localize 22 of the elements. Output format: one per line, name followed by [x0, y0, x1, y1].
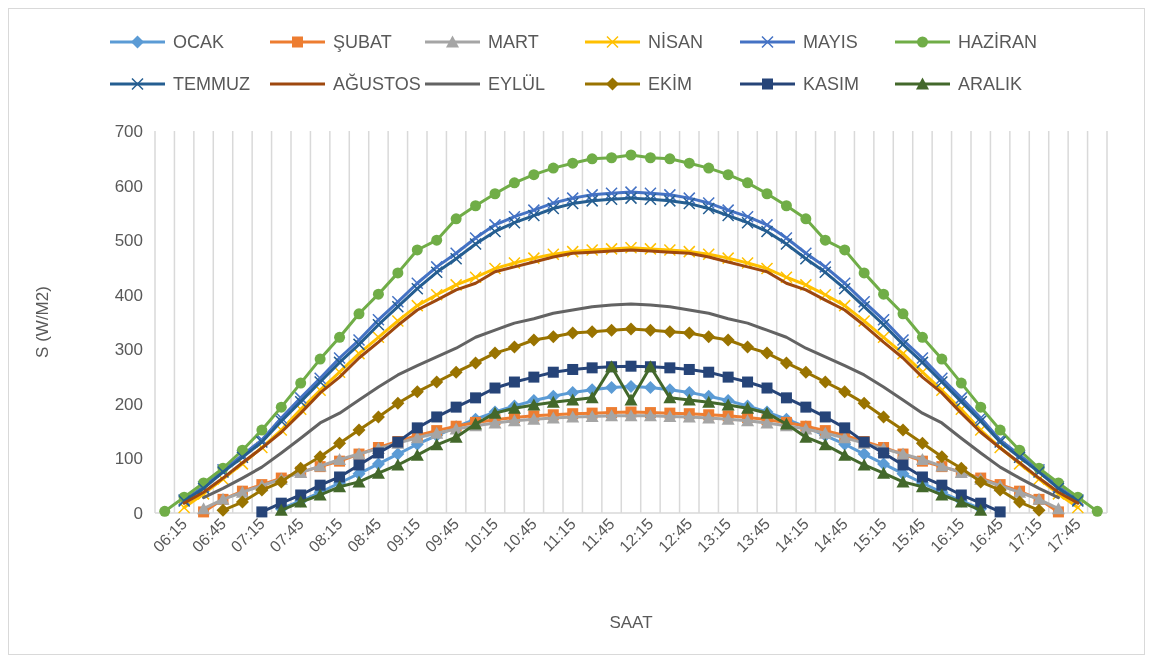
y-axis-title: S (W/M2) — [33, 286, 52, 358]
y-tick-label: 700 — [114, 121, 143, 141]
x-axis-title: SAAT — [609, 613, 653, 632]
y-tick-label: 0 — [133, 503, 143, 523]
legend-label: TEMMUZ — [173, 74, 250, 95]
legend-label: EYLÜL — [488, 74, 546, 95]
legend-label: HAZİRAN — [958, 32, 1038, 53]
legend-label: OCAK — [173, 32, 225, 53]
legend-label: NİSAN — [648, 32, 704, 53]
y-tick-label: 400 — [114, 285, 143, 305]
legend-label: MAYIS — [803, 32, 858, 53]
y-tick-label: 600 — [114, 176, 143, 196]
y-tick-label: 300 — [114, 340, 143, 360]
y-tick-label: 500 — [114, 231, 143, 251]
legend-label: MART — [488, 32, 539, 53]
y-tick-label: 100 — [114, 449, 143, 469]
legend-label: EKİM — [648, 74, 693, 95]
legend-label: ŞUBAT — [333, 32, 392, 53]
y-tick-label: 200 — [114, 394, 143, 414]
legend-label: ARALIK — [958, 74, 1023, 95]
legend-label: KASIM — [803, 74, 860, 95]
legend-label: AĞUSTOS — [333, 73, 421, 95]
